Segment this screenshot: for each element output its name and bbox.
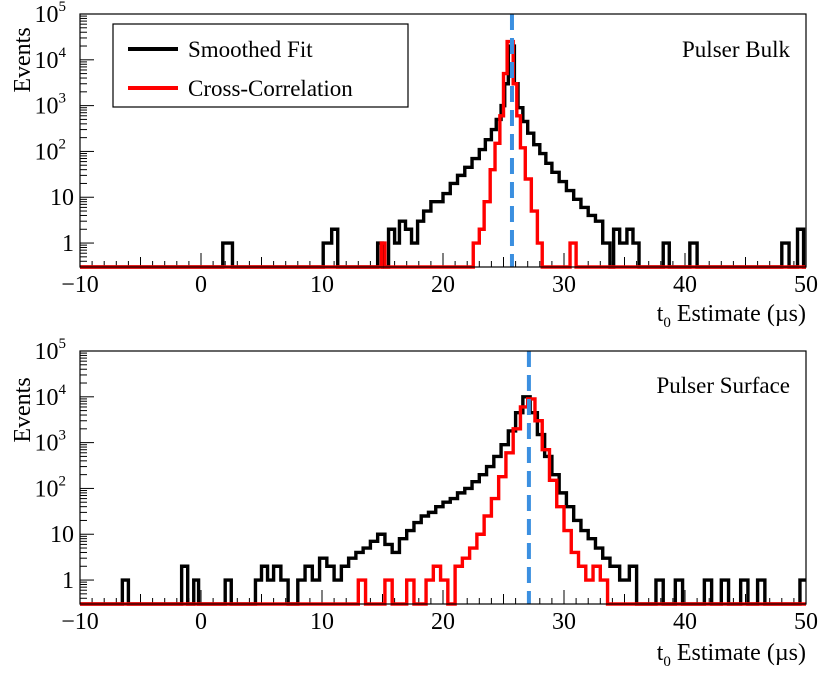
top-x-axis-label: t0 Estimate (µs): [657, 301, 806, 331]
bottom-x-axis-label: t0 Estimate (µs): [657, 640, 806, 670]
bottom-x-tick-label: 0: [195, 609, 207, 635]
top-x-tick-label: 10: [310, 272, 334, 298]
top-y-tick-label: 1: [62, 231, 74, 257]
bottom-y-tick-label: 1: [62, 568, 74, 594]
bottom-x-tick-label: 30: [552, 609, 576, 635]
top-plot-frame: [79, 13, 807, 268]
top-legend: Smoothed Fit Cross-Correlation: [112, 23, 409, 108]
bottom-y-tick-label: 10: [50, 522, 74, 548]
bottom-marks-layer: −10 0 10 20 30 40 50 1 10 102 103 104 105: [35, 336, 819, 635]
top-x-tick-label: 20: [431, 272, 455, 298]
legend-box: [112, 23, 409, 108]
bottom-panel-annotation: Pulser Surface: [657, 373, 791, 398]
bottom-x-tick-label: 20: [431, 609, 455, 635]
bottom-y-tick-label: 102: [35, 473, 67, 502]
top-x-tick-label: 0: [195, 272, 207, 298]
bottom-plot-frame: [79, 350, 807, 605]
bottom-panel: Events −10 0 10 20 30 40 50 1 10 102 103 104 105 Pul…: [10, 336, 818, 670]
top-panel-annotation: Pulser Bulk: [682, 37, 790, 62]
top-x-tick-label: 40: [673, 272, 697, 298]
top-x-tick-label: 50: [794, 272, 818, 298]
top-series-cross-correlation: [80, 39, 806, 269]
top-y-tick-label: 10: [50, 185, 74, 211]
legend-label-smoothed-fit: Smoothed Fit: [188, 37, 313, 62]
bottom-x-tick-label: 10: [310, 609, 334, 635]
top-marks-layer: −10 0 10 20 30 40 50 1 10 102 103 104 105: [35, 0, 819, 298]
bottom-y-axis-label: Events: [10, 377, 36, 442]
bottom-y-tick-label: 105: [35, 336, 67, 365]
bottom-series-smoothed-fit: [80, 395, 806, 606]
top-y-tick-label: 103: [35, 91, 67, 120]
bottom-series-cross-correlation: [80, 397, 806, 606]
top-x-tick-label: −10: [61, 272, 99, 298]
top-y-axis-label: Events: [10, 27, 36, 92]
bottom-y-tick-label: 104: [35, 382, 67, 411]
bottom-x-tick-label: −10: [61, 609, 99, 635]
top-y-tick-label: 105: [35, 0, 67, 28]
legend-label-cross-correlation: Cross-Correlation: [188, 76, 353, 101]
bottom-x-tick-label: 40: [673, 609, 697, 635]
top-x-tick-label: 30: [552, 272, 576, 298]
top-panel: Events −10 0 10 20 30 40 50 1 10 102 103 104 105 Smo…: [10, 0, 818, 331]
top-y-tick-label: 102: [35, 136, 67, 165]
bottom-y-tick-label: 103: [35, 428, 67, 457]
top-y-tick-label: 104: [35, 45, 67, 74]
bottom-x-tick-label: 50: [794, 609, 818, 635]
